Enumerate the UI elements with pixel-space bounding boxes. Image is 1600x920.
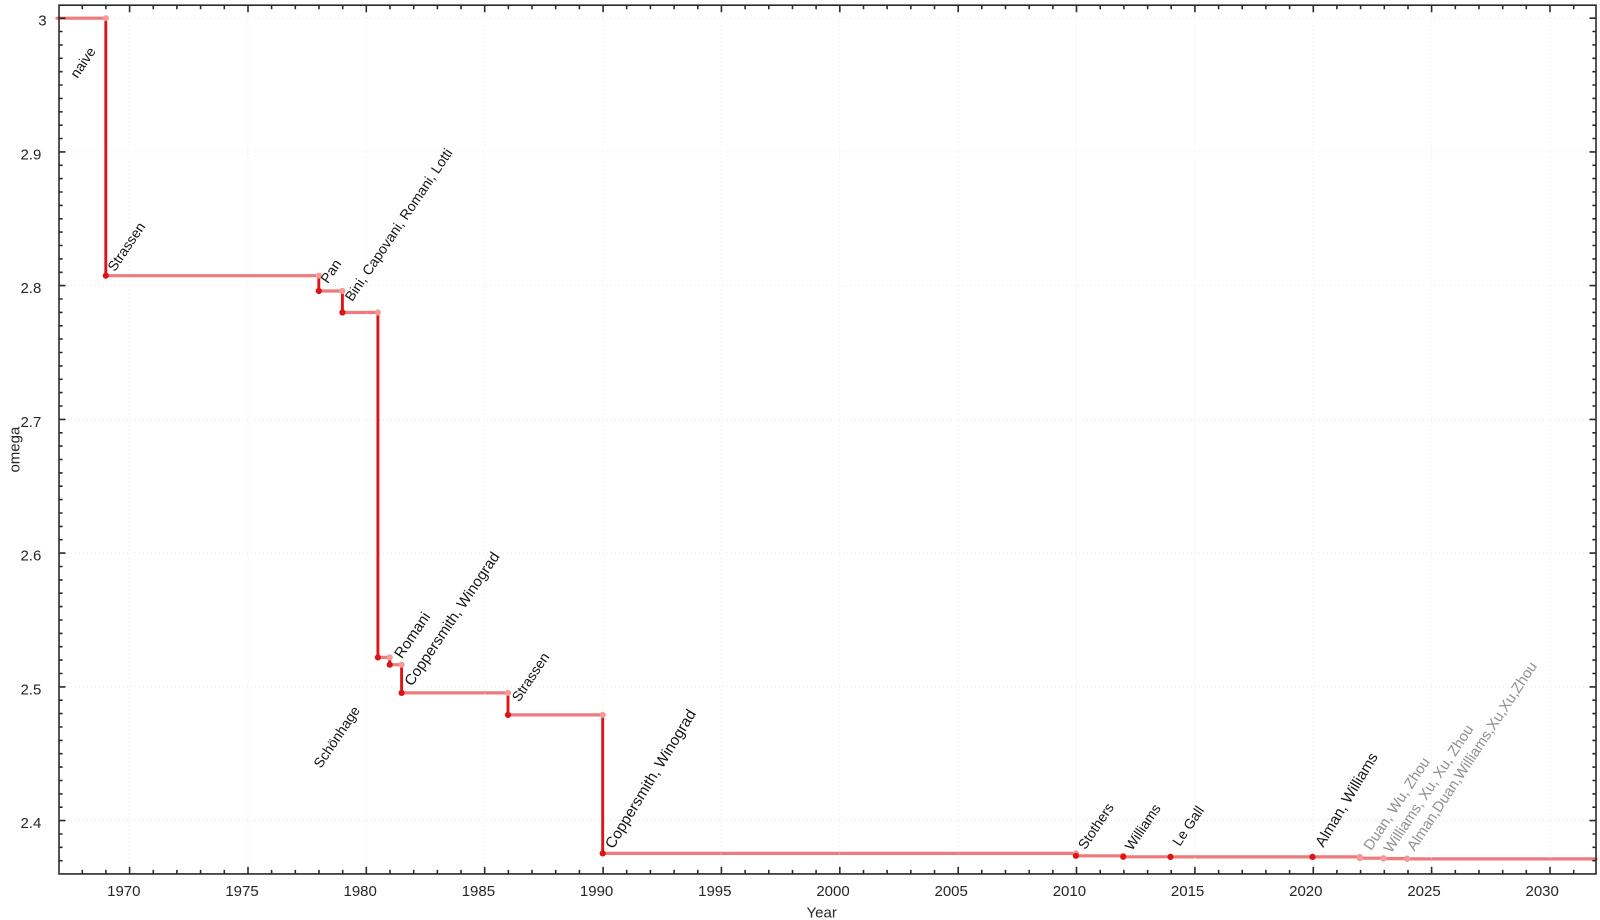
svg-text:2.6: 2.6 xyxy=(20,548,41,565)
svg-text:2005: 2005 xyxy=(935,883,968,900)
svg-text:Year: Year xyxy=(807,905,837,920)
svg-text:1995: 1995 xyxy=(698,883,731,900)
svg-text:1975: 1975 xyxy=(225,883,258,900)
svg-text:2015: 2015 xyxy=(1171,883,1204,900)
svg-text:2020: 2020 xyxy=(1289,883,1322,900)
svg-text:2010: 2010 xyxy=(1053,883,1086,900)
svg-text:2030: 2030 xyxy=(1526,883,1559,900)
svg-text:1990: 1990 xyxy=(580,883,613,900)
svg-text:2.4: 2.4 xyxy=(20,815,41,832)
svg-text:1970: 1970 xyxy=(107,883,140,900)
svg-text:1985: 1985 xyxy=(462,883,495,900)
svg-text:3: 3 xyxy=(38,13,46,30)
svg-text:2.7: 2.7 xyxy=(20,414,41,431)
svg-text:omega: omega xyxy=(7,426,24,473)
svg-text:2.9: 2.9 xyxy=(20,146,41,163)
svg-text:2000: 2000 xyxy=(816,883,849,900)
svg-text:2.5: 2.5 xyxy=(20,681,41,698)
svg-text:2025: 2025 xyxy=(1407,883,1440,900)
svg-text:1980: 1980 xyxy=(344,883,377,900)
svg-text:2.8: 2.8 xyxy=(20,280,41,297)
